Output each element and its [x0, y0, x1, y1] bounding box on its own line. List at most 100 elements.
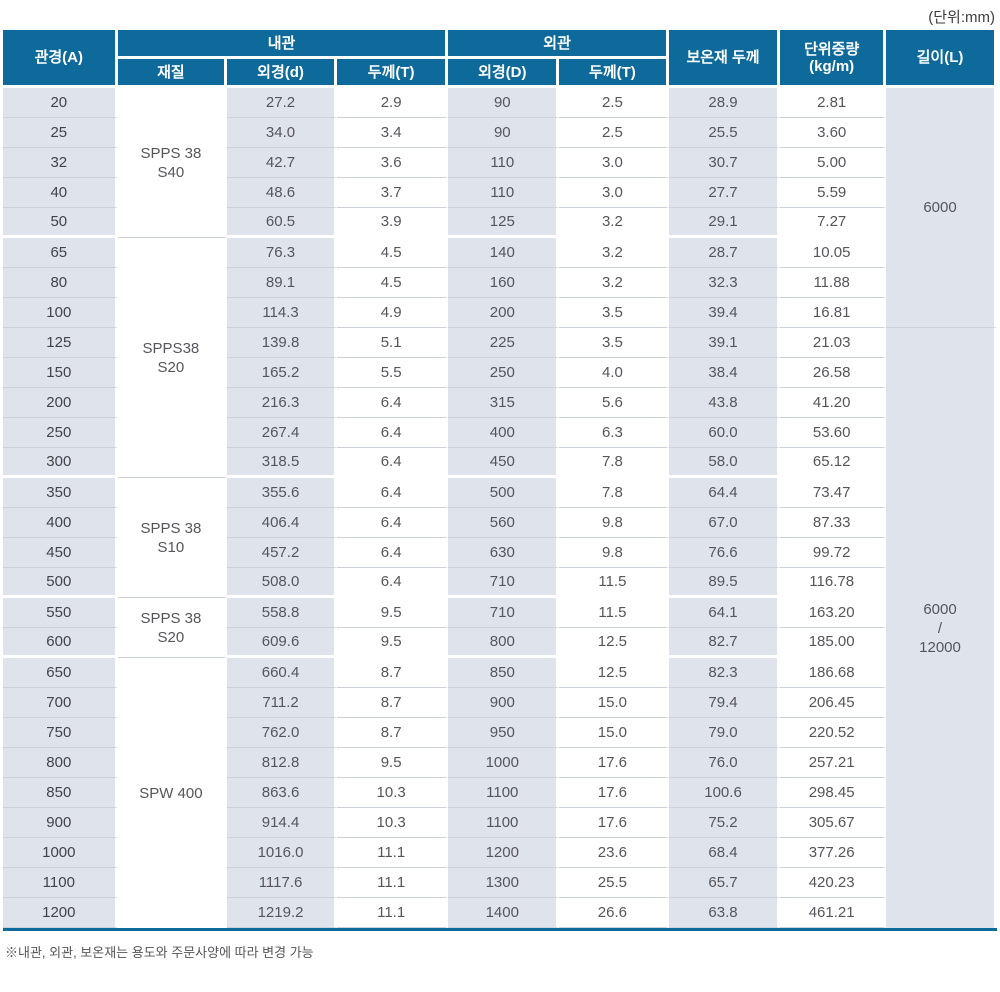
cell-unit-weight: 7.27	[780, 208, 886, 238]
cell-outer-thickness: 9.8	[559, 508, 669, 538]
cell-inner-thickness: 3.4	[336, 118, 449, 148]
cell-unit-weight: 185.00	[780, 628, 886, 658]
cell-pipe-size: 650	[3, 658, 118, 688]
cell-pipe-size: 1000	[3, 838, 118, 868]
cell-inner-thickness: 4.5	[336, 238, 449, 268]
cell-inner-thickness: 4.9	[336, 298, 449, 328]
cell-inner-od: 609.6	[227, 628, 337, 658]
cell-inner-thickness: 10.3	[336, 778, 449, 808]
cell-inner-od: 508.0	[227, 568, 337, 598]
table-row: 300 318.5 6.4 450 7.8 58.0 65.12	[3, 448, 997, 478]
cell-outer-thickness: 11.5	[559, 568, 669, 598]
cell-insulation-thickness: 60.0	[668, 418, 781, 448]
cell-inner-thickness: 9.5	[336, 748, 449, 778]
table-row: 40 48.6 3.7 110 3.0 27.7 5.59	[3, 178, 997, 208]
cell-outer-thickness: 26.6	[559, 898, 669, 928]
cell-unit-weight: 5.59	[780, 178, 886, 208]
cell-insulation-thickness: 75.2	[668, 808, 781, 838]
cell-pipe-size: 32	[3, 148, 118, 178]
header-row-subcolumns: 재질 외경(d) 두께(T) 외경(D) 두께(T)	[3, 59, 997, 88]
cell-outer-od: 450	[448, 448, 560, 478]
cell-unit-weight: 461.21	[780, 898, 886, 928]
cell-insulation-thickness: 100.6	[668, 778, 781, 808]
header-inner-group: 내관	[117, 30, 449, 59]
cell-inner-thickness: 10.3	[336, 808, 449, 838]
cell-outer-od: 160	[448, 268, 560, 298]
cell-outer-od: 1300	[448, 868, 560, 898]
cell-pipe-size: 200	[3, 388, 118, 418]
cell-length: 6000/12000	[886, 328, 997, 928]
cell-insulation-thickness: 68.4	[668, 838, 781, 868]
cell-outer-thickness: 2.5	[559, 118, 669, 148]
cell-unit-weight: 73.47	[780, 478, 886, 508]
table-row: 200 216.3 6.4 315 5.6 43.8 41.20	[3, 388, 997, 418]
cell-outer-thickness: 3.0	[559, 178, 669, 208]
table-body: 20 SPPS 38 S40 27.2 2.9 90 2.5 28.9 2.81 6000 25 34…	[3, 88, 997, 928]
table-row: 550 SPPS 38 S20 558.8 9.5 710 11.5 64.1 163.20	[3, 598, 997, 658]
cell-outer-thickness: 9.8	[559, 538, 669, 568]
cell-outer-od: 900	[448, 688, 560, 718]
cell-pipe-size: 80	[3, 268, 118, 298]
table-row: 150 165.2 5.5 250 4.0 38.4 26.58	[3, 358, 997, 388]
cell-unit-weight: 2.81	[780, 88, 886, 118]
table-row: 1200 1219.2 11.1 1400 26.6 63.8 461.21	[3, 898, 997, 928]
cell-outer-od: 1200	[448, 838, 560, 868]
cell-outer-thickness: 15.0	[559, 718, 669, 748]
header-material: 재질	[117, 59, 228, 88]
cell-insulation-thickness: 29.1	[668, 208, 781, 238]
cell-unit-weight: 53.60	[780, 418, 886, 448]
cell-unit-weight: 305.67	[780, 808, 886, 838]
header-unit-weight: 단위중량 (kg/m)	[780, 30, 886, 88]
cell-unit-weight: 163.20	[780, 598, 886, 628]
cell-insulation-thickness: 63.8	[668, 898, 781, 928]
cell-outer-thickness: 7.8	[559, 448, 669, 478]
cell-unit-weight: 186.68	[780, 658, 886, 688]
header-inner-thickness: 두께(T)	[336, 59, 449, 88]
cell-inner-od: 660.4	[227, 658, 337, 688]
table-row: 100 114.3 4.9 200 3.5 39.4 16.81	[3, 298, 997, 328]
cell-inner-od: 216.3	[227, 388, 337, 418]
cell-pipe-size: 750	[3, 718, 118, 748]
cell-outer-od: 630	[448, 538, 560, 568]
cell-outer-od: 90	[448, 118, 560, 148]
length-line: 6000	[923, 199, 957, 216]
cell-pipe-size: 550	[3, 598, 118, 628]
cell-inner-od: 139.8	[227, 328, 337, 358]
table-row: 500 508.0 6.4 710 11.5 89.5 116.78	[3, 568, 997, 598]
cell-outer-thickness: 17.6	[559, 808, 669, 838]
cell-insulation-thickness: 79.4	[668, 688, 781, 718]
cell-insulation-thickness: 82.3	[668, 658, 781, 688]
table-row: 80 89.1 4.5 160 3.2 32.3 11.88	[3, 268, 997, 298]
table-row: 600 609.6 9.5 800 12.5 82.7 185.00	[3, 628, 997, 658]
cell-inner-thickness: 6.4	[336, 448, 449, 478]
cell-pipe-size: 350	[3, 478, 118, 508]
cell-outer-od: 125	[448, 208, 560, 238]
cell-inner-od: 89.1	[227, 268, 337, 298]
cell-outer-thickness: 3.2	[559, 208, 669, 238]
table-row: 650 SPW 400 660.4 8.7 850 12.5 82.3 186.68	[3, 658, 997, 928]
cell-insulation-thickness: 76.6	[668, 538, 781, 568]
cell-inner-thickness: 8.7	[336, 688, 449, 718]
table-row: 125 139.8 5.1 225 3.5 39.1 21.03 6000/12000	[3, 328, 997, 928]
cell-inner-od: 711.2	[227, 688, 337, 718]
cell-insulation-thickness: 32.3	[668, 268, 781, 298]
cell-outer-thickness: 6.3	[559, 418, 669, 448]
cell-outer-od: 140	[448, 238, 560, 268]
cell-inner-thickness: 3.7	[336, 178, 449, 208]
cell-inner-od: 114.3	[227, 298, 337, 328]
cell-pipe-size: 40	[3, 178, 118, 208]
cell-pipe-size: 850	[3, 778, 118, 808]
cell-inner-thickness: 5.1	[336, 328, 449, 358]
cell-insulation-thickness: 39.4	[668, 298, 781, 328]
table-row: 350 SPPS 38 S10 355.6 6.4 500 7.8 64.4 73.47	[3, 478, 997, 598]
header-inner-od: 외경(d)	[227, 59, 337, 88]
header-insulation-thickness: 보온재 두께	[668, 30, 781, 88]
cell-outer-thickness: 17.6	[559, 748, 669, 778]
cell-unit-weight: 420.23	[780, 868, 886, 898]
cell-material: SPPS 38 S20	[117, 598, 228, 658]
cell-inner-thickness: 5.5	[336, 358, 449, 388]
cell-inner-od: 318.5	[227, 448, 337, 478]
cell-outer-thickness: 4.0	[559, 358, 669, 388]
cell-insulation-thickness: 64.4	[668, 478, 781, 508]
cell-unit-weight: 220.52	[780, 718, 886, 748]
